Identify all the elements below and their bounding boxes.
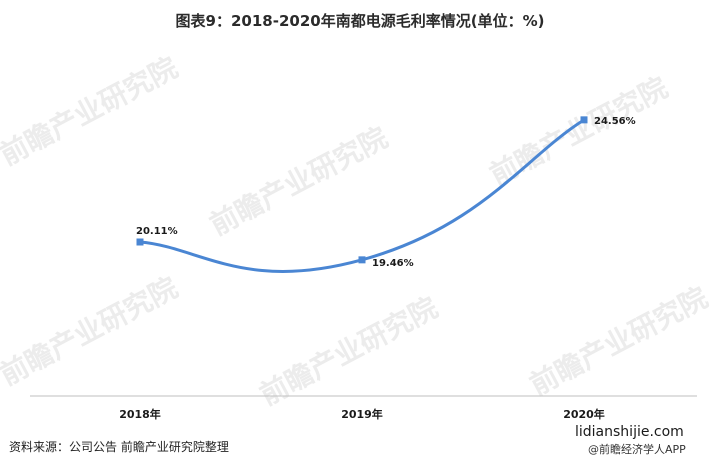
- data-label: 24.56%: [594, 116, 636, 127]
- source-note: 资料来源：公司公告 前瞻产业研究院整理: [9, 440, 229, 454]
- data-point: [136, 238, 144, 246]
- x-tick-label: 2019年: [341, 407, 383, 421]
- data-label: 20.11%: [136, 226, 178, 237]
- app-credit: @前瞻经济学人APP: [588, 443, 686, 456]
- chart-title: 图表9：2018-2020年南都电源毛利率情况(单位：%): [175, 12, 545, 30]
- series-line: [139, 118, 585, 273]
- data-label: 19.46%: [372, 258, 414, 269]
- x-tick-label: 2020年: [563, 407, 605, 421]
- site-name: lidianshijie.com: [575, 424, 684, 440]
- x-tick-label: 2018年: [119, 407, 161, 421]
- data-point: [358, 256, 366, 264]
- data-point: [580, 116, 588, 124]
